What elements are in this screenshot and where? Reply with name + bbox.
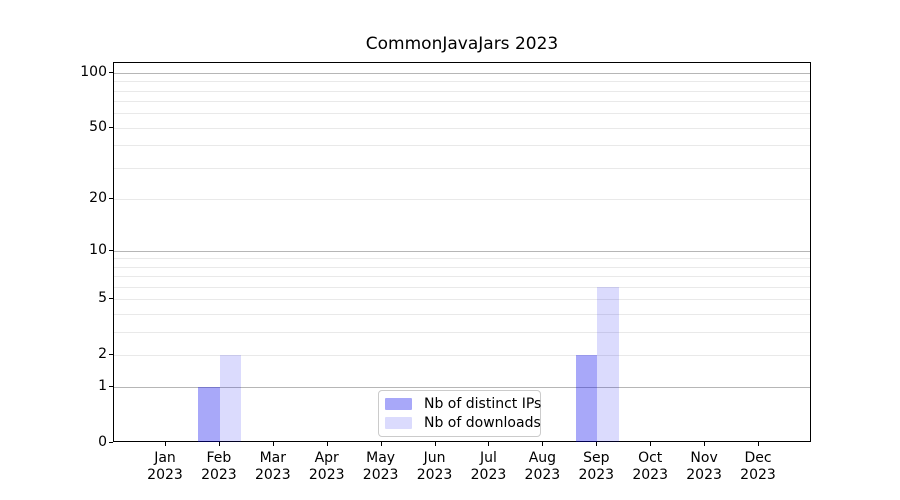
bar-distinct-ips	[198, 387, 220, 442]
x-tick-label: May 2023	[362, 450, 399, 483]
gridline-major	[114, 387, 810, 389]
x-tick	[380, 442, 382, 446]
x-tick-label: Jul 2023	[470, 450, 507, 483]
x-tick	[272, 442, 274, 446]
x-tick-label: Apr 2023	[308, 450, 345, 483]
gridline-minor	[114, 81, 810, 83]
gridline-minor	[114, 354, 810, 356]
x-tick-label: Feb 2023	[201, 450, 237, 483]
bar-distinct-ips	[575, 354, 598, 442]
x-tick-label: Sep 2023	[578, 450, 615, 483]
gridline-minor	[114, 167, 810, 169]
x-tick-label: Jun 2023	[416, 450, 453, 483]
gridline-minor	[114, 313, 810, 315]
y-tick-label: 2	[98, 345, 107, 362]
x-tick	[326, 442, 328, 446]
plot-area	[113, 62, 811, 442]
y-tick	[109, 71, 113, 73]
gridline-minor	[114, 113, 810, 115]
y-tick	[109, 442, 113, 443]
y-tick-label: 5	[98, 290, 107, 307]
gridline-minor	[114, 127, 810, 129]
y-tick	[109, 126, 113, 128]
legend: Nb of distinct IPs Nb of downloads	[378, 390, 541, 437]
y-tick-label: 100	[80, 63, 107, 80]
y-tick-label: 10	[89, 241, 107, 258]
y-tick	[109, 353, 113, 355]
gridline-minor	[114, 258, 810, 260]
x-tick	[434, 442, 436, 446]
gridline-minor	[114, 266, 810, 268]
y-tick	[109, 249, 113, 251]
x-tick	[757, 442, 759, 446]
y-tick	[109, 298, 113, 300]
legend-item-downloads: Nb of downloads	[385, 414, 541, 433]
x-tick	[542, 442, 544, 446]
gridline-minor	[114, 198, 810, 200]
legend-label-downloads: Nb of downloads	[424, 414, 541, 431]
gridline-major	[114, 72, 810, 74]
chart-title: CommonJavaJars 2023	[365, 34, 559, 54]
x-tick-label: Nov 2023	[686, 450, 722, 483]
y-tick-label: 0	[98, 434, 107, 450]
legend-swatch-distinct-ips	[385, 398, 412, 411]
y-tick-label: 1	[98, 378, 107, 395]
bar-downloads	[597, 286, 619, 442]
gridline-minor	[114, 276, 810, 278]
gridline-major	[114, 250, 810, 252]
gridline-minor	[114, 286, 810, 288]
x-tick	[650, 442, 652, 446]
x-tick	[165, 442, 166, 446]
gridline-minor	[114, 331, 810, 333]
gridline-minor	[114, 145, 810, 147]
x-tick-label: Dec 2023	[740, 450, 776, 483]
legend-swatch-downloads	[385, 416, 412, 429]
bar-downloads	[219, 354, 242, 442]
x-tick-label: Aug 2023	[524, 450, 561, 483]
y-tick-label: 20	[89, 189, 107, 206]
x-tick	[704, 442, 706, 446]
y-tick	[109, 386, 113, 388]
x-tick-label: Jan 2023	[147, 450, 183, 483]
x-tick	[218, 442, 220, 446]
x-tick	[488, 442, 490, 446]
x-tick	[596, 442, 598, 446]
gridline-minor	[114, 299, 810, 301]
legend-item-distinct-ips: Nb of distinct IPs	[385, 395, 541, 414]
x-tick-label: Oct 2023	[632, 450, 668, 483]
legend-label-distinct-ips: Nb of distinct IPs	[424, 396, 542, 413]
gridline-minor	[114, 101, 810, 103]
gridline-minor	[114, 90, 810, 92]
y-tick-label: 50	[89, 118, 107, 135]
y-tick	[109, 197, 113, 199]
x-tick-label: Mar 2023	[254, 450, 291, 483]
